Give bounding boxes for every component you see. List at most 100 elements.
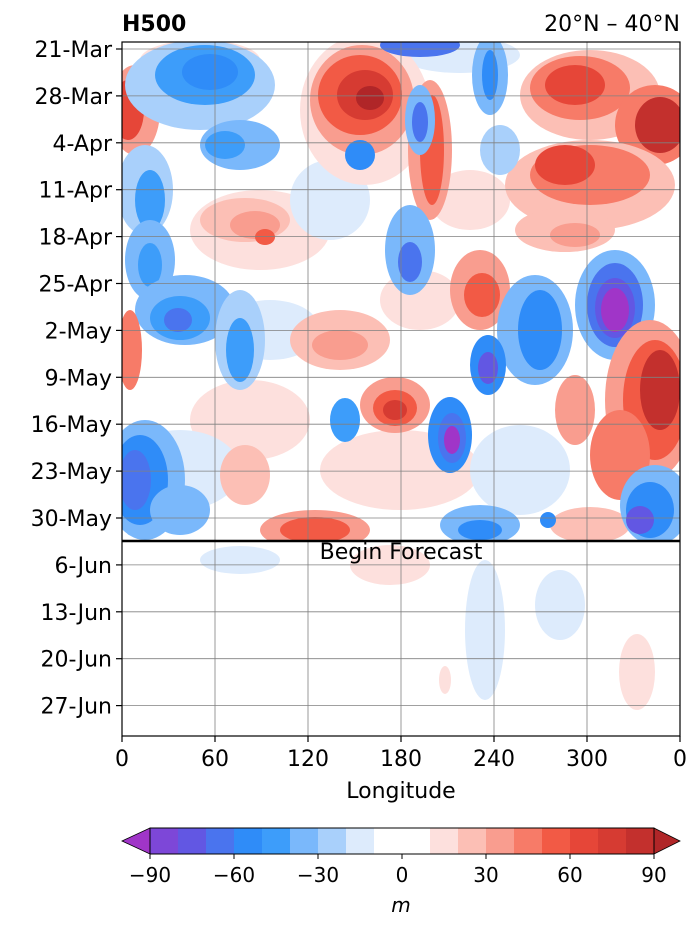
y-tick-label: 6-Jun [54,554,112,579]
anomaly-patch [412,102,428,142]
y-tick-label: 30-May [31,507,112,532]
anomaly-patch [330,398,360,442]
y-tick-label: 18-Apr [38,226,112,251]
colorbar-tick-label: 90 [641,863,666,887]
colorbar-tick-label: −60 [213,863,255,887]
colorbar-swatch [374,828,431,854]
colorbar-swatch [486,828,515,854]
chart-title-left: H500 [122,12,186,37]
y-tick-label: 4-Apr [52,132,112,157]
anomaly-patch [398,242,422,282]
anomaly-patch [312,330,368,360]
anomaly-patch [200,546,280,574]
colorbar-swatch [346,828,375,854]
anomaly-patch [535,145,595,185]
colorbar-swatch [626,828,655,854]
colorbar-tick-label: 30 [473,863,498,887]
anomaly-patch [480,125,520,175]
anomaly-patch [482,50,498,100]
colorbar-label: m [391,893,410,917]
anomaly-patch [439,666,451,694]
y-tick-label: 9-May [45,366,112,391]
anomaly-patch [205,131,245,159]
observed-anomaly-field [122,42,680,550]
anomaly-patch [601,288,629,332]
anomaly-patch [545,65,605,105]
anomaly-patch [220,445,270,505]
y-tick-label: 20-Jun [40,648,112,673]
colorbar-tick-label: 60 [557,863,582,887]
colorbar-tick-label: 0 [396,863,409,887]
x-tick-label: 180 [380,747,422,772]
anomaly-patch [640,350,680,430]
anomaly-patch [478,352,498,384]
y-tick-label: 13-Jun [40,601,112,626]
colorbar-swatch [514,828,543,854]
colorbar-swatch [206,828,235,854]
colorbar-swatch [430,828,459,854]
x-tick-label: 240 [473,747,515,772]
colorbar-swatch [570,828,599,854]
anomaly-patch [150,485,210,535]
colorbar-swatch [178,828,207,854]
anomaly-patch [550,507,630,543]
y-tick-label: 2-May [45,319,112,344]
anomaly-patch [555,375,595,445]
colorbar-extend-high [653,827,681,855]
colorbar-swatch [598,828,627,854]
colorbar-swatch [150,828,179,854]
colorbar-swatch [542,828,571,854]
x-tick-label: 120 [287,747,329,772]
y-tick-label: 16-May [31,413,112,438]
anomaly-patch [280,517,350,543]
x-tick-label: 0 [115,747,129,772]
colorbar-swatch [318,828,347,854]
anomaly-patch [356,86,384,110]
colorbar-swatch [290,828,319,854]
anomaly-patch [550,223,600,247]
anomaly-patch [635,97,680,153]
colorbar-swatch [234,828,263,854]
anomaly-patch [182,54,238,90]
chart-title-right: 20°N – 40°N [544,12,680,37]
y-tick-label: 11-Apr [38,179,112,204]
y-axis: 21-Mar 28-Mar 4-Apr 11-Apr 18-Apr 25-Apr 2-May… [31,38,122,720]
anomaly-patch [465,560,505,700]
anomaly-patch [626,506,654,534]
anomaly-patch [535,570,585,640]
grid [122,42,680,736]
plot-area [122,42,680,736]
anomaly-patch [458,520,502,540]
anomaly-patch [345,140,375,170]
x-tick-label: 60 [201,747,229,772]
x-axis-label: Longitude [346,779,455,804]
anomaly-patch [619,634,655,710]
anomaly-patch [135,170,165,230]
anomaly-patch [383,400,407,420]
colorbar: −90 −60 −30 0 30 60 90 [121,827,681,887]
anomaly-patch [444,426,460,454]
y-tick-label: 25-Apr [38,273,112,298]
colorbar-swatch [458,828,487,854]
forecast-label: Begin Forecast [320,540,483,565]
y-tick-label: 23-May [31,460,112,485]
x-tick-label: 0 [673,747,687,772]
anomaly-patch [464,273,500,317]
anomaly-patch [138,243,162,287]
anomaly-patch [226,318,254,382]
y-tick-label: 28-Mar [35,85,113,110]
anomaly-patch [470,425,570,515]
anomaly-patch [122,450,151,510]
anomaly-patch [164,308,192,332]
y-tick-label: 27-Jun [40,695,112,720]
anomaly-patch [540,512,556,528]
colorbar-extend-low [121,827,151,855]
x-tick-label: 300 [566,747,608,772]
colorbar-tick-label: −90 [129,863,171,887]
y-tick-label: 21-Mar [35,38,113,63]
anomaly-patch [430,170,510,230]
anomaly-patch [380,42,460,57]
colorbar-tick-label: −30 [297,863,339,887]
colorbar-swatch [262,828,291,854]
